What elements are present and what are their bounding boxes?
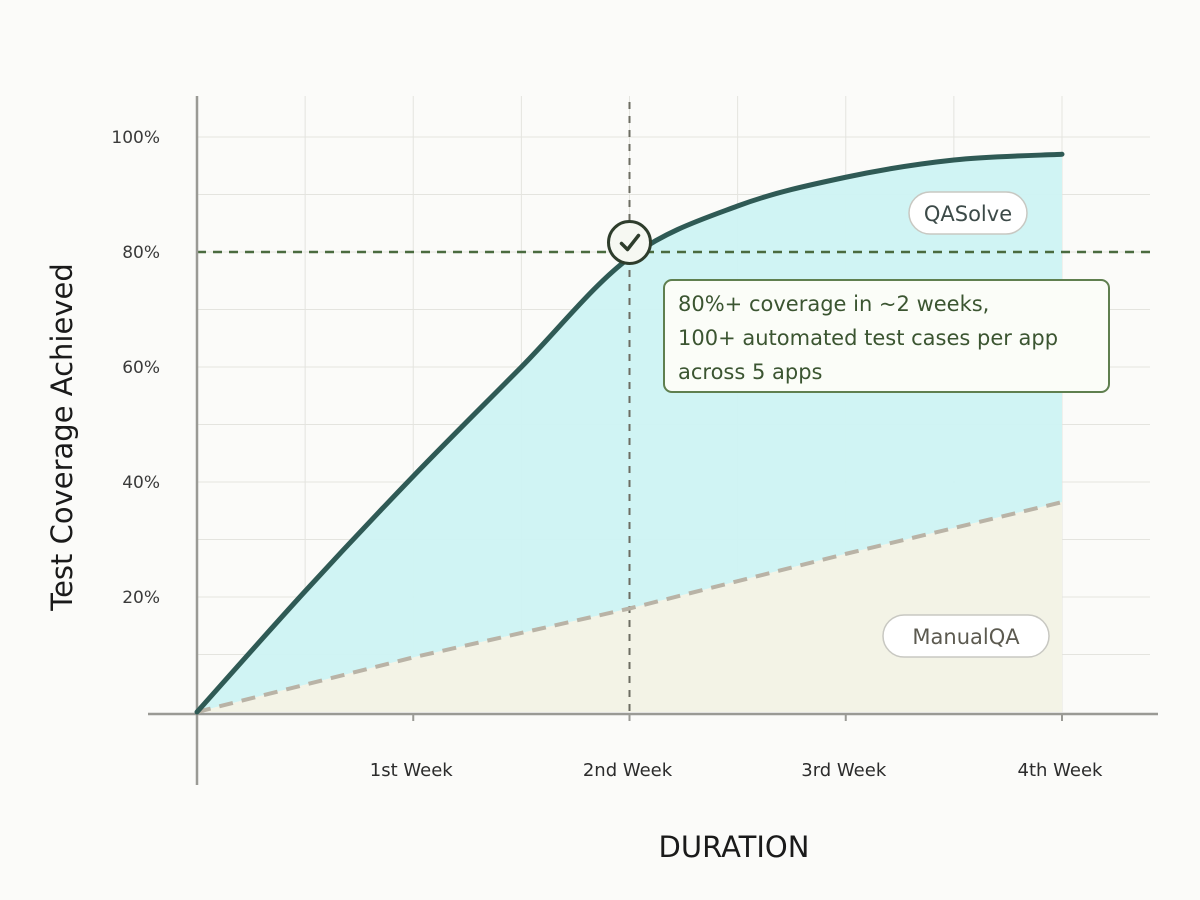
check-icon	[619, 233, 641, 252]
annotation-line: 100+ automated test cases per app	[678, 326, 1058, 350]
y-tick-label: 20%	[122, 588, 160, 608]
x-tick-label: 3rd Week	[801, 760, 887, 781]
y-axis-title: Test Coverage Achieved	[45, 263, 79, 611]
x-tick-label: 1st Week	[370, 760, 454, 781]
series-label-pill	[882, 614, 1050, 658]
milestone	[607, 220, 652, 265]
annotation-box	[663, 279, 1110, 393]
series-labels: QASolve ManualQA	[882, 191, 1050, 658]
qasolve-label: QASolve	[908, 191, 1028, 235]
y-tick-label: 100%	[111, 128, 160, 148]
x-axis-title: DURATION	[659, 830, 810, 864]
series-label-pill	[908, 191, 1028, 235]
series-label-text: QASolve	[924, 202, 1012, 226]
tick-labels: 20% 40% 60% 80% 100% 1st Week 2nd Week 3rd Week…	[111, 128, 1103, 781]
manualqa-line	[196, 500, 1063, 714]
axes	[148, 96, 1158, 785]
y-tick-label: 40%	[122, 473, 160, 493]
annotation-line: 80%+ coverage in ~2 weeks,	[678, 292, 989, 316]
annotation-line: across 5 apps	[678, 360, 823, 384]
series-lines	[194, 151, 1065, 715]
annotation: 80%+ coverage in ~2 weeks, 100+ automated…	[663, 279, 1110, 393]
milestone-circle	[607, 220, 652, 265]
y-tick-label: 80%	[122, 243, 160, 263]
y-tick-label: 60%	[122, 358, 160, 378]
x-tick-label: 4th Week	[1018, 760, 1104, 781]
series-label-text: ManualQA	[912, 625, 1020, 649]
manualqa-label: ManualQA	[882, 614, 1050, 658]
x-tick-label: 2nd Week	[583, 760, 673, 781]
qasolve-line	[194, 151, 1065, 715]
